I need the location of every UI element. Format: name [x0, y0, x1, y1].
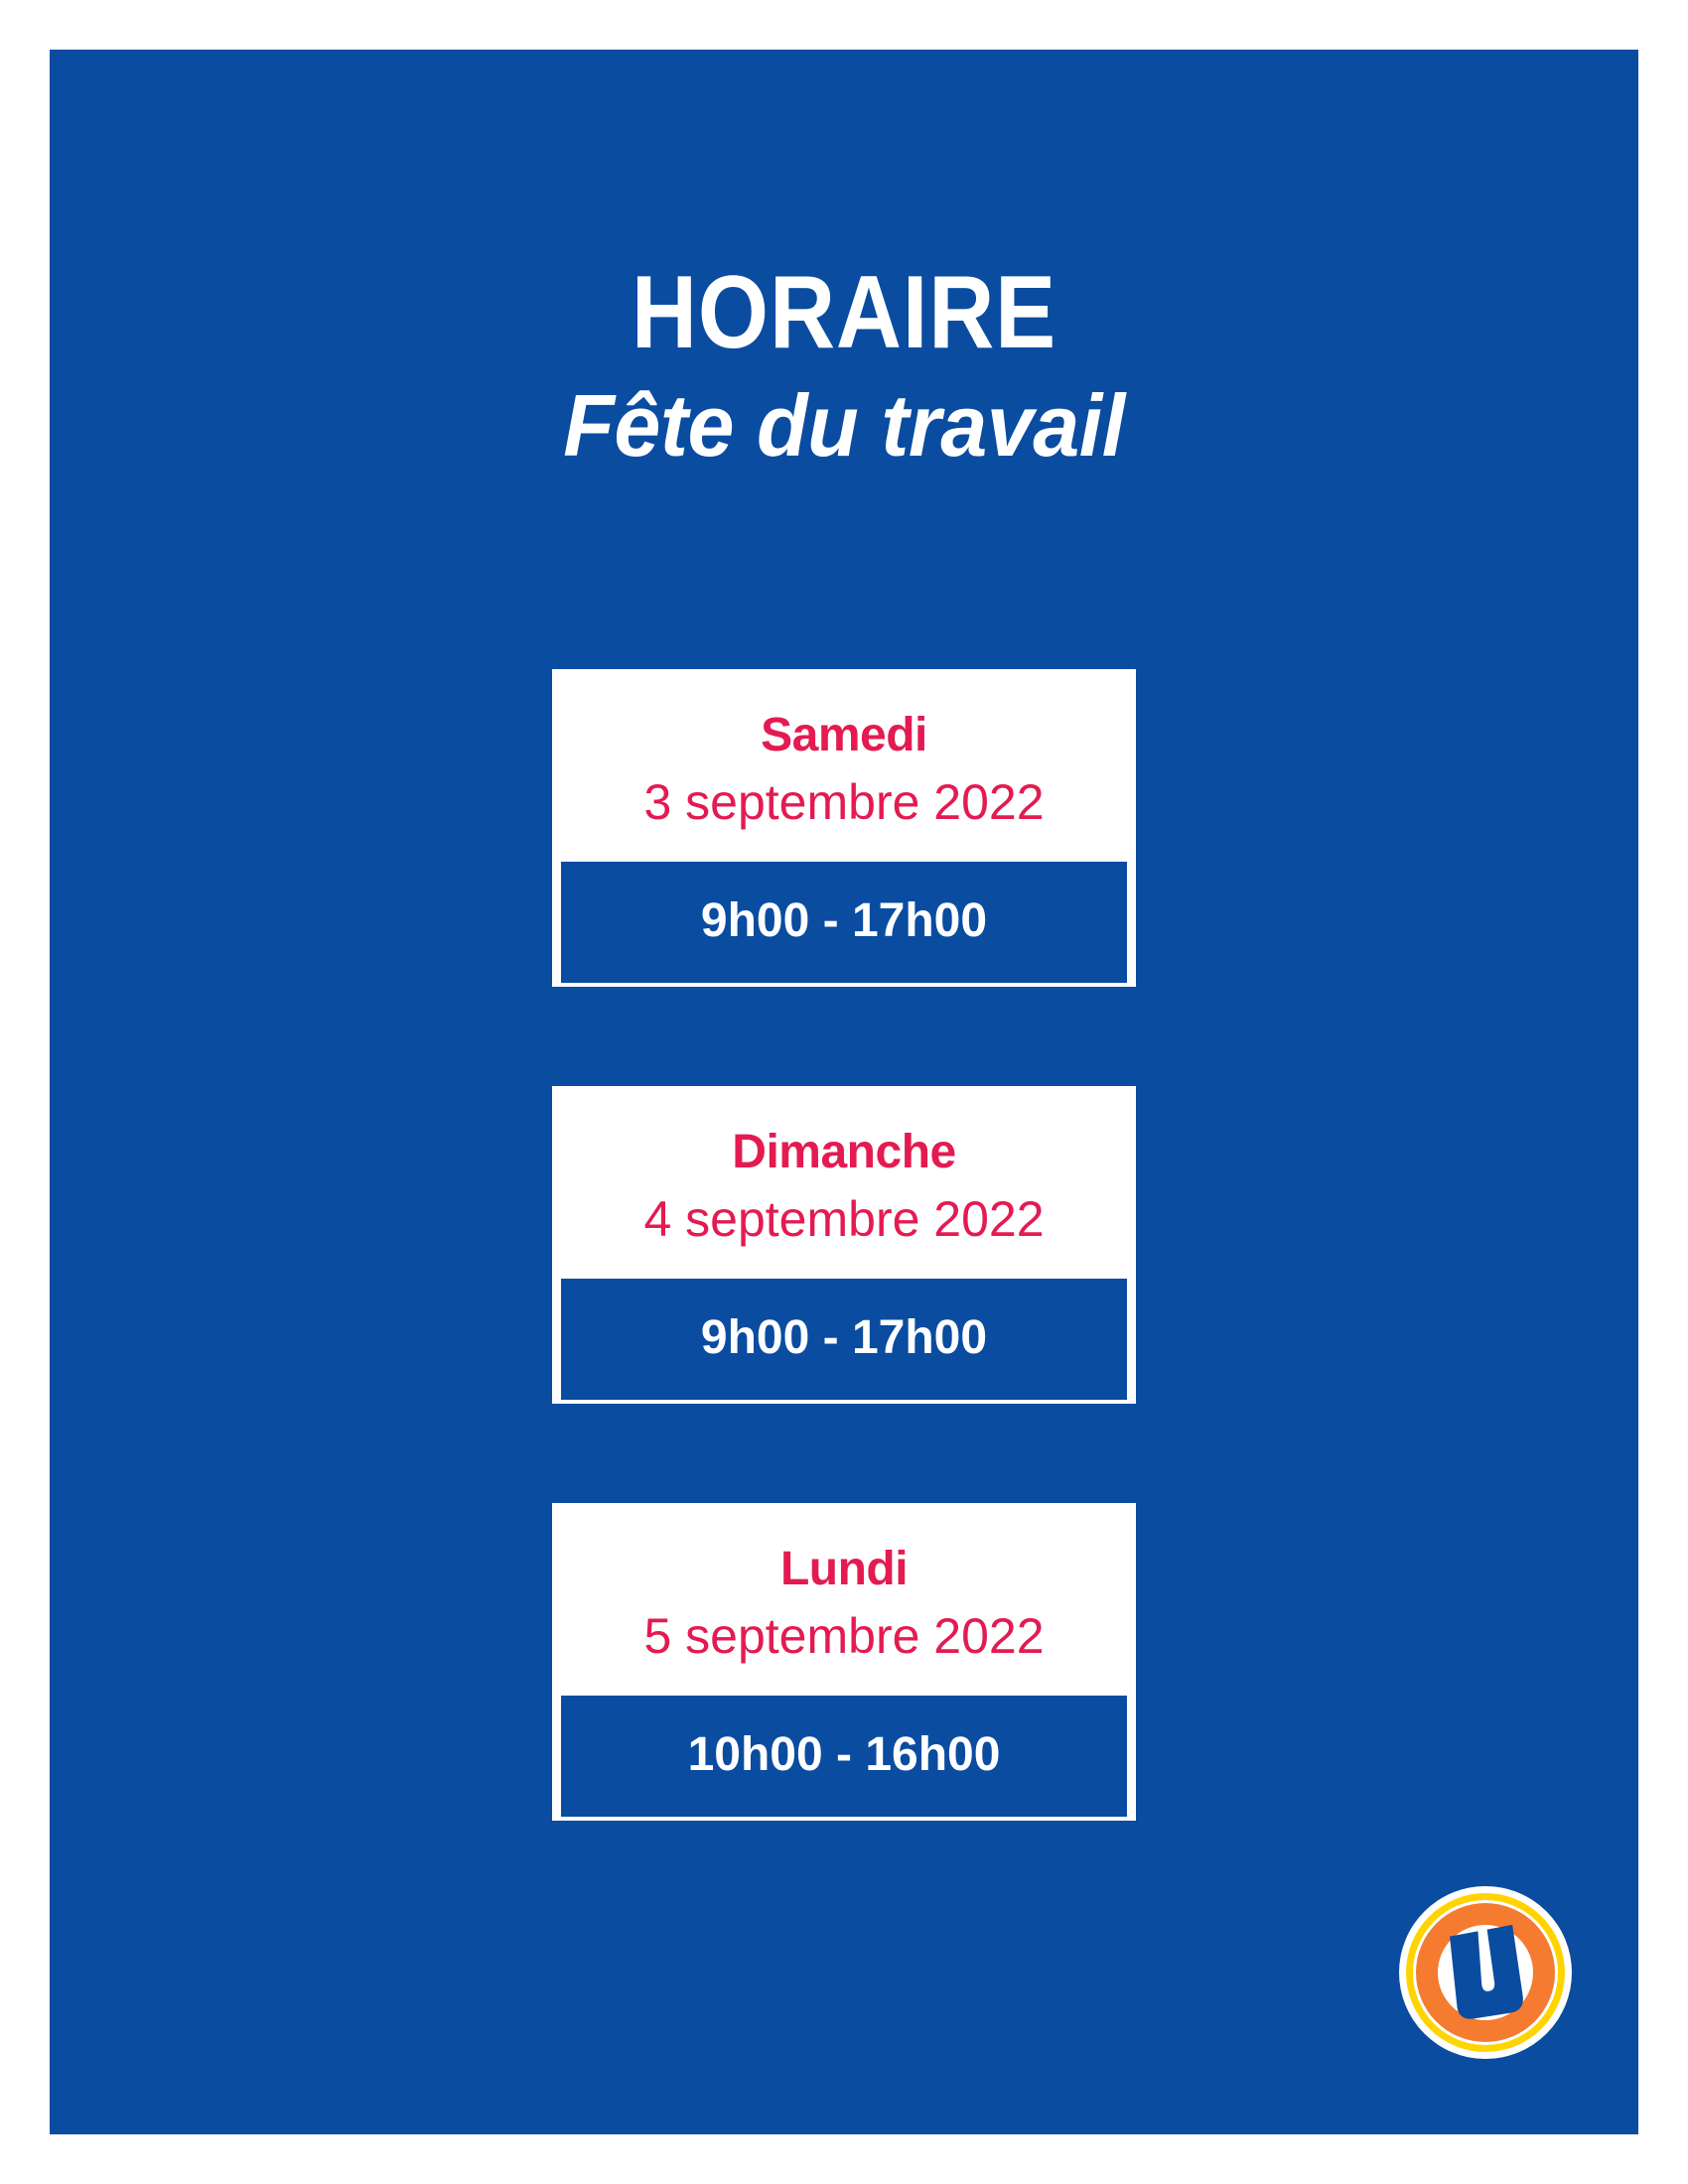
schedule-day-label: Samedi	[761, 709, 927, 761]
schedule-hours-label: 9h00 - 17h00	[561, 1279, 1127, 1400]
schedule-date-label: 4 septembre 2022	[643, 1191, 1045, 1247]
schedule-hours-frame: 10h00 - 16h00	[557, 1692, 1131, 1821]
schedule-hours-frame: 9h00 - 17h00	[557, 858, 1131, 987]
poster-panel: HORAIRE Fête du travail Samedi 3 septemb…	[50, 50, 1638, 2134]
page-subtitle: Fête du travail	[563, 376, 1125, 475]
schedule-date-label: 5 septembre 2022	[643, 1608, 1045, 1664]
schedule-card: Dimanche 4 septembre 2022 9h00 - 17h00	[552, 1086, 1136, 1404]
schedule-date-label: 3 septembre 2022	[643, 774, 1045, 830]
schedule-day-label: Lundi	[779, 1543, 909, 1595]
poster-header: HORAIRE Fête du travail	[50, 258, 1638, 477]
schedule-hours-label: 10h00 - 16h00	[561, 1696, 1127, 1817]
page-title: HORAIRE	[631, 255, 1057, 370]
schedule-list: Samedi 3 septembre 2022 9h00 - 17h00 Dim…	[552, 669, 1136, 1826]
schedule-hours-label: 9h00 - 17h00	[561, 862, 1127, 983]
schedule-card: Lundi 5 septembre 2022 10h00 - 16h00	[552, 1503, 1136, 1821]
brand-logo-u-icon	[1397, 1884, 1574, 2061]
schedule-day-label: Dimanche	[732, 1126, 956, 1178]
schedule-card: Samedi 3 septembre 2022 9h00 - 17h00	[552, 669, 1136, 987]
schedule-hours-frame: 9h00 - 17h00	[557, 1275, 1131, 1404]
